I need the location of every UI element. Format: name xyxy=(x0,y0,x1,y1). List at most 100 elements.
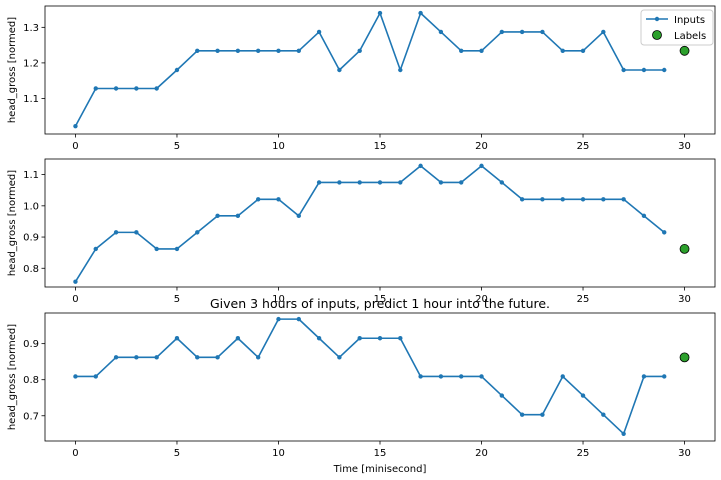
inputs-point xyxy=(519,197,525,202)
x-tick-label: 30 xyxy=(678,294,691,305)
inputs-point xyxy=(337,180,342,185)
inputs-point xyxy=(73,123,78,129)
x-tick-label: 30 xyxy=(678,141,691,152)
y-tick-label: 0.7 xyxy=(23,411,39,422)
inputs-point xyxy=(459,374,464,379)
x-tick-label: 10 xyxy=(272,448,285,459)
x-tick-label: 25 xyxy=(577,294,590,305)
x-tick-label: 20 xyxy=(475,294,488,305)
inputs-point xyxy=(398,336,403,341)
inputs-point xyxy=(438,180,444,185)
inputs-point xyxy=(560,197,565,202)
y-tick-label: 0.8 xyxy=(23,375,39,386)
x-axis-label: Time [minisecond] xyxy=(333,464,427,475)
x-tick-label: 20 xyxy=(475,448,488,459)
inputs-point xyxy=(195,355,200,360)
inputs-point xyxy=(499,393,505,398)
inputs-point xyxy=(519,412,525,417)
inputs-point xyxy=(134,230,139,235)
inputs-point xyxy=(621,431,626,436)
inputs-point xyxy=(398,180,403,185)
inputs-series-line xyxy=(74,12,665,127)
y-tick-label: 1.3 xyxy=(23,23,39,34)
inputs-point xyxy=(93,246,98,252)
axes-frame xyxy=(44,158,716,288)
subplot-1: 0 5 10 15 20 25 30 1.1 1.2 1.3 head_gross [normed] xyxy=(7,5,716,152)
subplot-2: 0 5 10 15 20 25 30 0.8 0.9 1.0 1.1 head_gross [norm… xyxy=(7,158,716,305)
inputs-point xyxy=(560,374,565,379)
inputs-point xyxy=(540,197,545,202)
inputs-point xyxy=(560,48,565,53)
y-tick-label: 0.8 xyxy=(23,264,39,275)
inputs-point xyxy=(662,374,667,379)
inputs-point xyxy=(377,336,383,341)
y-axis-label: head_gross [normed] xyxy=(7,17,18,123)
inputs-point xyxy=(235,213,241,219)
inputs-point xyxy=(641,374,647,379)
x-tick-label: 20 xyxy=(475,141,488,152)
inputs-point xyxy=(73,374,78,379)
x-tick-label: 0 xyxy=(72,448,78,459)
inputs-point xyxy=(662,67,667,73)
inputs-point xyxy=(93,86,98,91)
inputs-point xyxy=(316,180,322,185)
inputs-point xyxy=(316,336,322,341)
inputs-point xyxy=(195,48,200,53)
inputs-point xyxy=(357,48,362,53)
inputs-point xyxy=(479,163,484,169)
inputs-point xyxy=(418,374,423,379)
inputs-point xyxy=(255,355,261,360)
inputs-point xyxy=(154,246,159,252)
legend-labels-label: Labels xyxy=(674,31,706,42)
inputs-point xyxy=(377,180,383,185)
inputs-point xyxy=(337,355,342,360)
inputs-point xyxy=(174,67,180,73)
inputs-point xyxy=(479,48,484,53)
x-tick-label: 10 xyxy=(272,141,285,152)
inputs-point xyxy=(276,48,281,53)
inputs-point xyxy=(93,374,98,379)
inputs-point xyxy=(499,180,505,185)
inputs-point xyxy=(438,29,444,35)
inputs-point xyxy=(499,29,505,35)
inputs-point xyxy=(174,246,180,252)
y-tick-label: 1.1 xyxy=(23,170,39,181)
inputs-point xyxy=(174,336,180,341)
x-tick-label: 15 xyxy=(374,294,387,305)
inputs-point xyxy=(337,67,342,73)
inputs-point xyxy=(154,355,159,360)
inputs-point xyxy=(154,86,159,91)
x-tick-label: 0 xyxy=(72,141,78,152)
inputs-point xyxy=(276,316,281,322)
inputs-point xyxy=(580,197,586,202)
y-tick-label: 1.1 xyxy=(23,94,39,105)
inputs-point xyxy=(641,213,647,219)
x-tick-label: 0 xyxy=(72,294,78,305)
inputs-series-line xyxy=(75,318,665,435)
labels-point xyxy=(679,352,690,363)
axes-frame xyxy=(44,5,716,135)
subplots-container: 0 5 10 15 20 25 30 1.1 1.2 1.3 head_gross [normed]… xyxy=(7,5,716,459)
labels-point xyxy=(679,244,690,254)
inputs-point xyxy=(519,29,525,35)
inputs-point xyxy=(540,29,545,35)
inputs-point xyxy=(662,230,667,235)
inputs-point xyxy=(296,48,301,53)
inputs-point xyxy=(459,48,464,53)
inputs-point xyxy=(621,67,626,73)
inputs-point xyxy=(215,355,220,360)
legend-labels-marker xyxy=(652,30,662,40)
inputs-point xyxy=(377,10,383,16)
inputs-point xyxy=(276,197,281,202)
labels-point xyxy=(679,45,690,56)
inputs-point xyxy=(195,230,200,235)
x-tick-label: 15 xyxy=(374,141,387,152)
subplot-3: 0 5 10 15 20 25 30 0.7 0.8 0.9 head_gross [normed] xyxy=(7,312,716,459)
inputs-point xyxy=(134,355,139,360)
legend-inputs-label: Inputs xyxy=(674,15,705,26)
inputs-point xyxy=(479,374,484,379)
y-tick-label: 1.0 xyxy=(23,201,39,212)
inputs-point xyxy=(398,67,403,73)
inputs-point xyxy=(641,67,647,73)
